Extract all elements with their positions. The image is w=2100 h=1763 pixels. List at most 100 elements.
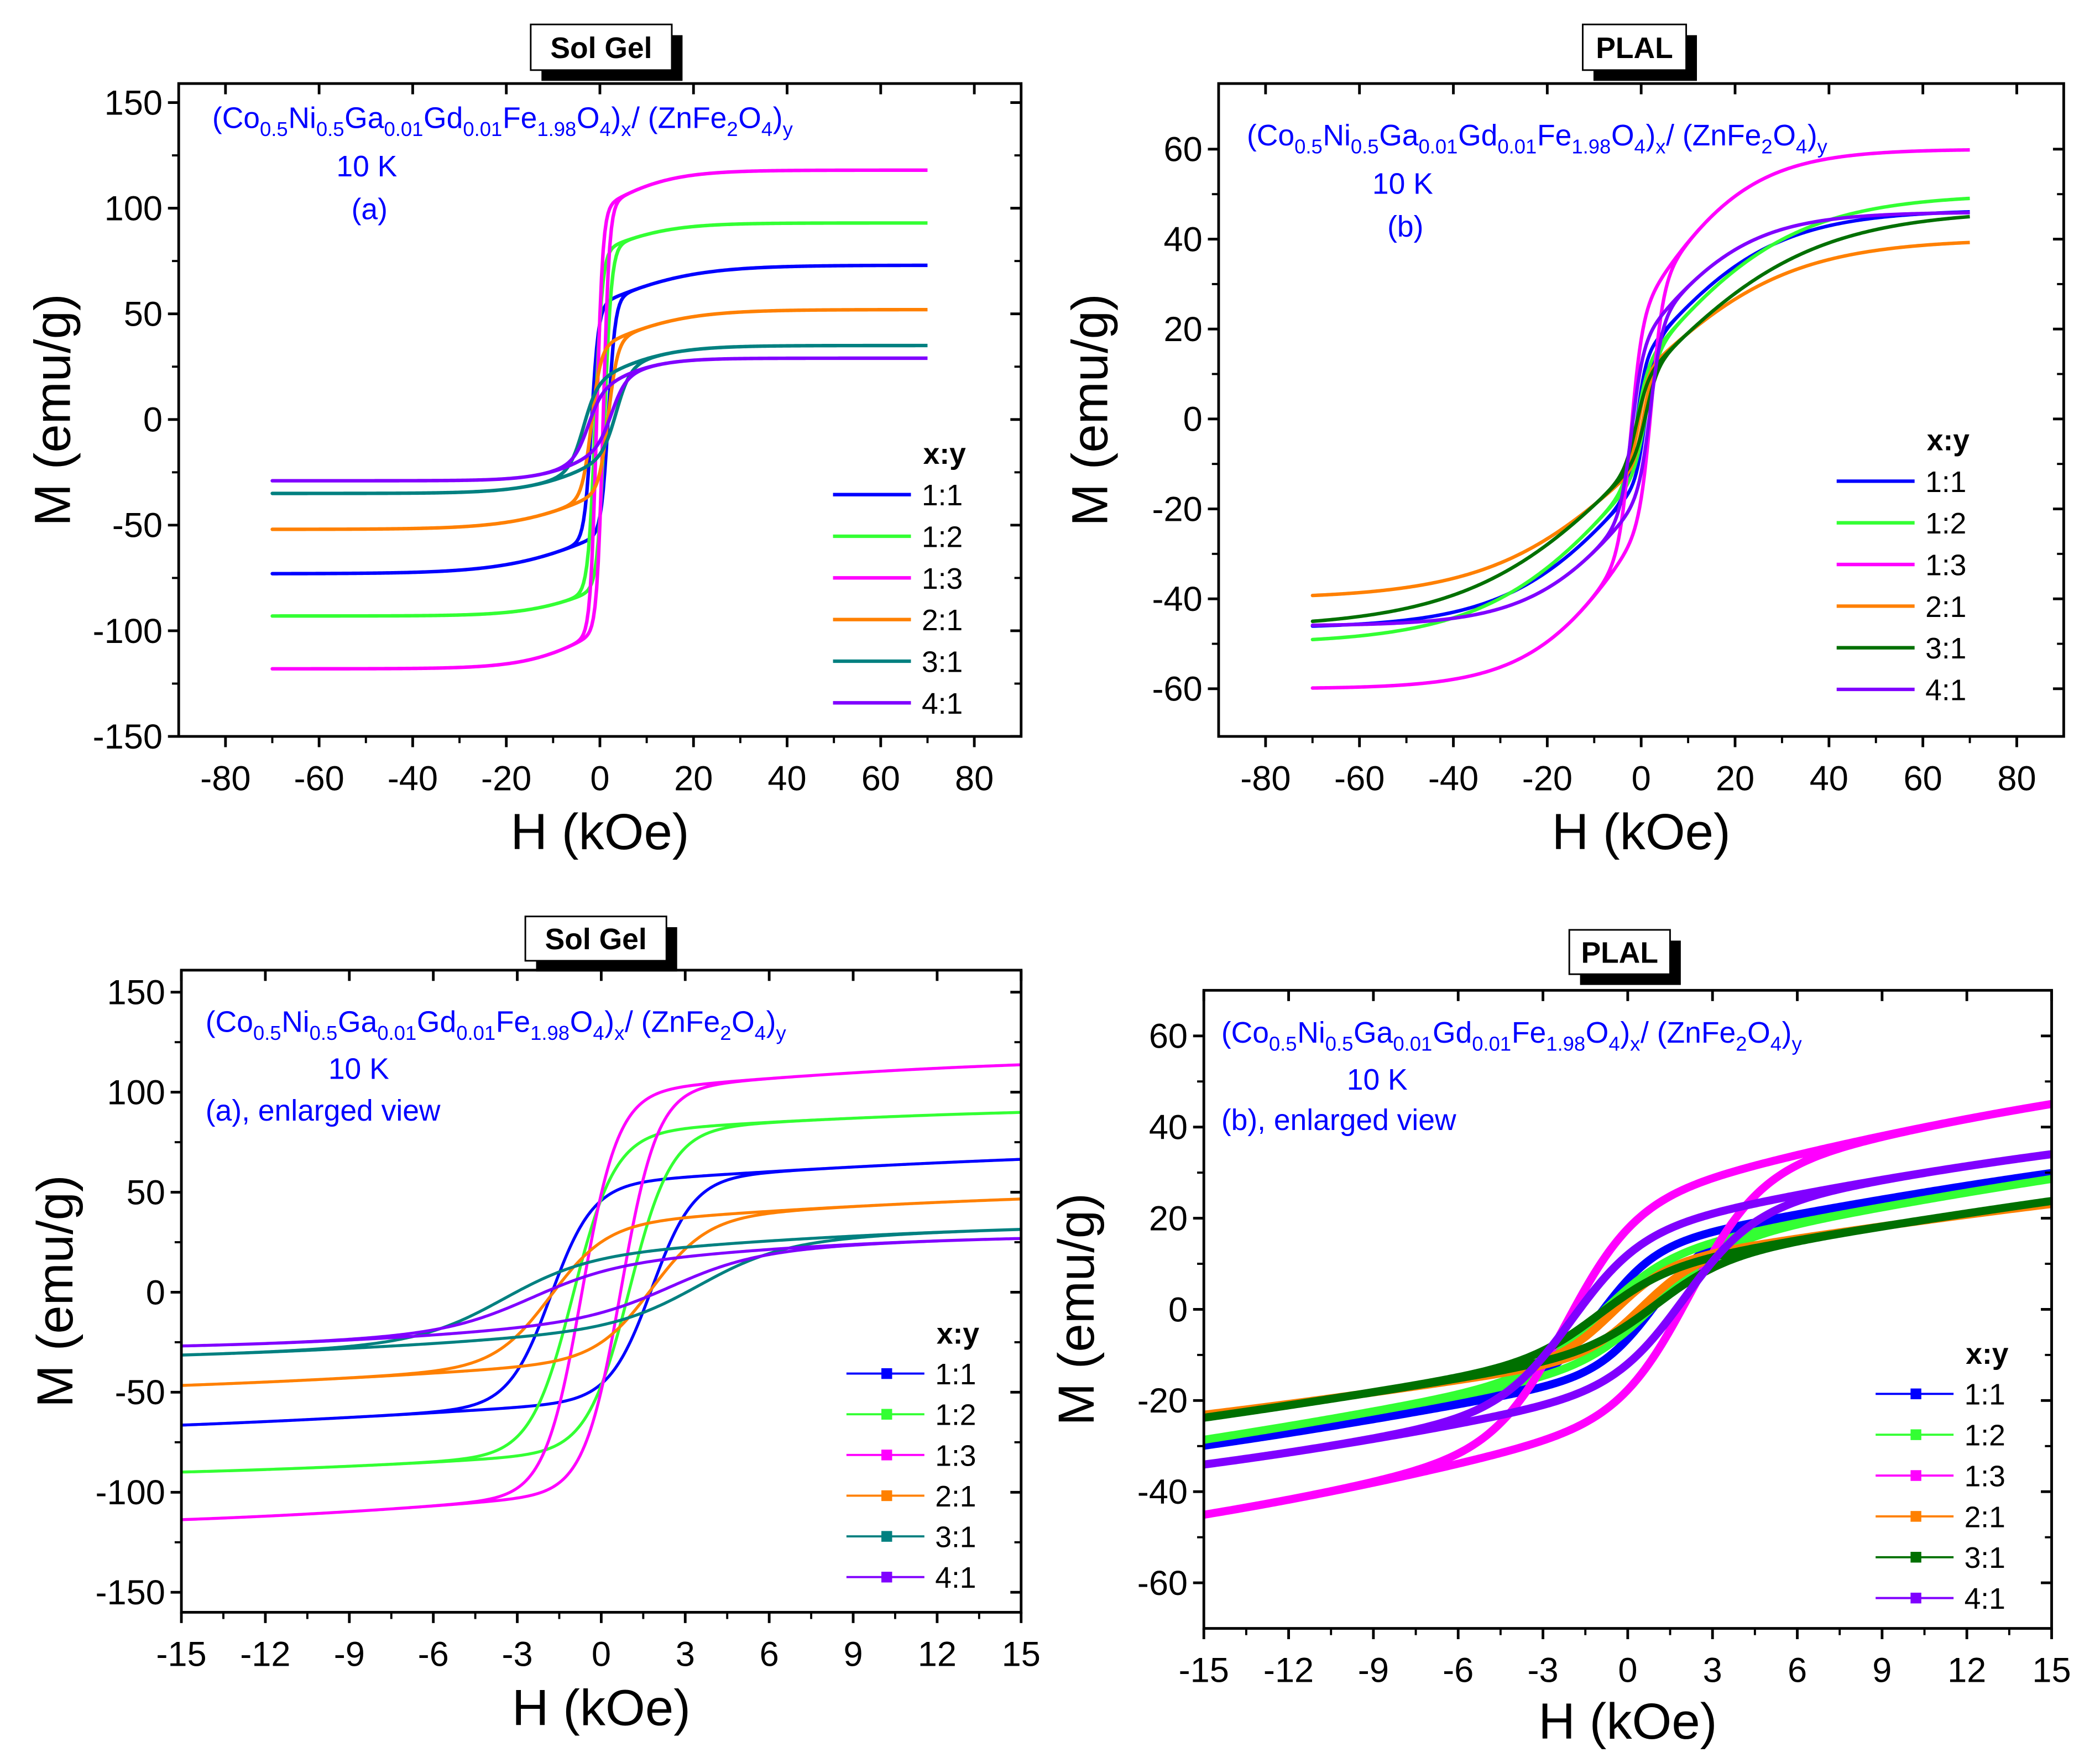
series-line-1-3: [1310, 148, 1970, 690]
y-tick-label: -40: [1137, 1473, 1188, 1511]
formula-part: y: [776, 1022, 786, 1044]
x-tick-label: 6: [760, 1635, 779, 1674]
legend-label: 3:1: [922, 646, 963, 678]
series-line-3-1: [1310, 215, 1970, 623]
x-tick-label: 40: [767, 759, 806, 798]
legend-label: 1:2: [935, 1399, 976, 1432]
formula-part: 1.98: [1571, 135, 1611, 158]
series-line-1-1: [181, 1158, 1021, 1427]
legend-item-1-2: 1:2: [1836, 508, 1966, 540]
chart-panel-4: PLAL -15 -12 -9 -6 -3 0 3 6 9 12 15 -60 -40 -20 0 20 40 60…: [1047, 929, 2071, 1750]
legend-item-4-1: 4:1: [833, 688, 963, 720]
legend-item-1-2: 1:2: [1876, 1420, 2005, 1452]
legend-label: 2:1: [935, 1480, 976, 1513]
x-tick-label: 3: [676, 1635, 695, 1674]
legend: x:y 1:1 1:2 1:3 2:1 3:1 4:1: [1876, 1338, 2009, 1615]
x-tick-label: 15: [1002, 1635, 1041, 1674]
y-tick-label: 100: [105, 189, 163, 228]
formula-part: O: [738, 102, 761, 134]
formula-part: Gd: [417, 1006, 456, 1039]
formula-part: O: [1586, 1017, 1609, 1049]
legend-item-1-3: 1:3: [1836, 549, 1966, 582]
x-tick-label: 15: [2032, 1651, 2071, 1690]
legend-marker-square-icon: [881, 1572, 892, 1583]
legend-marker-square-icon: [881, 1450, 892, 1461]
legend-label: 4:1: [1965, 1583, 2005, 1615]
formula-part: Fe: [496, 1006, 530, 1039]
formula-part: 0.5: [316, 118, 344, 140]
legend-label: 3:1: [1925, 632, 1966, 665]
y-tick-label: 50: [127, 1173, 165, 1212]
formula-part: y: [783, 118, 793, 140]
formula-annotation: (Co0.5 Ni0.5 Ga0.01 Gd0.01 Fe1.98 O4 )x …: [1247, 119, 1828, 158]
series-line-2-1: [181, 1197, 1021, 1387]
series-line-1-2: [1310, 196, 1970, 642]
x-tick-label: 0: [590, 759, 609, 798]
formula-part: Ga: [1354, 1017, 1393, 1049]
legend-label: 3:1: [935, 1521, 976, 1554]
legend-marker-square-icon: [1910, 1511, 1921, 1522]
legend-item-4-1: 4:1: [1836, 674, 1966, 707]
legend-marker-square-icon: [1910, 1552, 1921, 1563]
x-tick-label: -60: [294, 759, 344, 798]
annotation-text: 10 K: [1372, 168, 1433, 200]
chart-panel-3: Sol Gel -15 -12 -9 -6 -3 0 3 6 9 12 15 -150 -100 -50 0 5…: [26, 915, 1041, 1736]
legend-marker-square-icon: [1910, 1388, 1921, 1399]
formula-part: x: [621, 118, 631, 140]
legend-title: x:y: [1966, 1338, 2009, 1370]
legend-item-2-1: 2:1: [846, 1480, 976, 1513]
legend-label: 4:1: [1925, 674, 1966, 707]
y-tick-label: 150: [105, 83, 163, 122]
formula-part: 0.5: [310, 1022, 338, 1044]
formula-part: 4: [1770, 1033, 1782, 1055]
legend-label: 2:1: [1925, 591, 1966, 624]
x-tick-label: 0: [592, 1635, 611, 1674]
formula-part: Gd: [1433, 1017, 1472, 1049]
chart-title: PLAL: [1581, 937, 1659, 970]
series-line-1-1: [270, 263, 928, 576]
x-tick-label: -40: [1428, 759, 1479, 798]
formula-part: O: [577, 102, 600, 134]
y-tick-label: 0: [1168, 1290, 1188, 1329]
x-tick-label: -80: [200, 759, 250, 798]
series-line-4-1: [181, 1237, 1021, 1348]
x-tick-label: 9: [843, 1635, 863, 1674]
x-tick-label: -12: [1263, 1651, 1314, 1690]
y-tick-label: 40: [1164, 220, 1203, 259]
x-axis-label: H (kOe): [510, 803, 689, 860]
formula-part: 0.5: [253, 1022, 281, 1044]
plot-frame: [180, 969, 1023, 1614]
legend-label: 1:1: [1925, 466, 1966, 499]
legend-marker-square-icon: [1910, 1592, 1921, 1604]
formula-part: 0.5: [1269, 1033, 1297, 1055]
series-line-1-3: [1204, 1100, 2052, 1519]
x-axis-label: H (kOe): [512, 1679, 691, 1736]
series-group: [1204, 1100, 2052, 1519]
y-tick-label: -150: [93, 718, 163, 756]
series-line-2-1: [1310, 240, 1970, 598]
y-axis-label: M (emu/g): [23, 294, 81, 526]
series-line-1-2: [270, 221, 928, 618]
formula-part: ): [1782, 1017, 1792, 1049]
formula-part: 4: [599, 118, 610, 140]
formula-part: (Co: [1221, 1017, 1269, 1049]
y-axis-label: M (emu/g): [26, 1175, 83, 1408]
formula-part: Ga: [1379, 119, 1419, 152]
legend-label: 1:2: [1965, 1420, 2005, 1452]
annotation-text: (b), enlarged view: [1221, 1104, 1456, 1137]
formula-part: 0.01: [463, 118, 502, 140]
x-tick-label: 6: [1788, 1651, 1807, 1690]
legend-label: 1:3: [922, 563, 963, 595]
x-tick-label: -60: [1334, 759, 1385, 798]
plot-frame: [177, 82, 1023, 738]
x-tick-label: -9: [1358, 1651, 1389, 1690]
title-box: [1582, 23, 1688, 71]
x-tick-label: -15: [156, 1635, 206, 1674]
x-tick-label: 80: [955, 759, 994, 798]
legend-label: 1:1: [1965, 1379, 2005, 1411]
formula-part: 2: [1736, 1033, 1747, 1055]
series-line-4-1: [1204, 1150, 2052, 1469]
formula-part: 0.5: [1325, 1033, 1354, 1055]
legend-item-2-1: 2:1: [1876, 1501, 2005, 1534]
legend-label: 1:1: [935, 1358, 976, 1391]
